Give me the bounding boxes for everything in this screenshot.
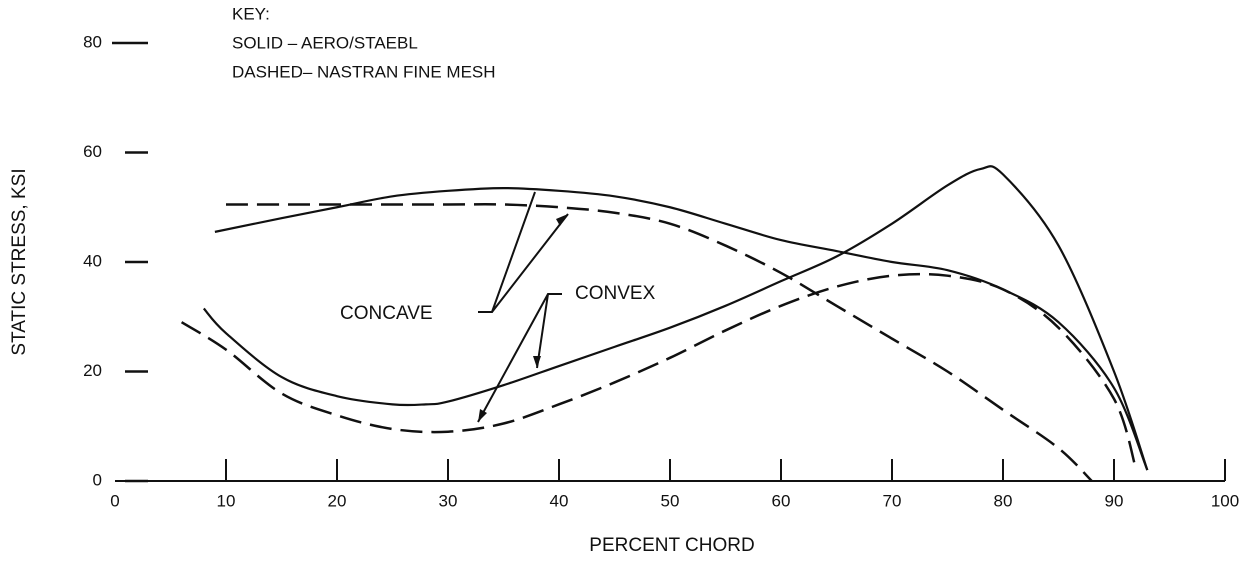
- x-tick-label: 90: [1105, 491, 1124, 510]
- y-tick-label: 0: [93, 470, 102, 489]
- concave-arrows: [478, 191, 569, 313]
- y-tick-label: 80: [83, 32, 102, 51]
- solid-line: [202, 165, 1149, 471]
- x-tick-label: 30: [439, 491, 458, 510]
- key-title: KEY:: [232, 4, 270, 23]
- y-tick-label: 40: [83, 251, 102, 270]
- convex-label: CONVEX: [575, 283, 656, 304]
- x-tick-label: 60: [772, 491, 791, 510]
- x-tick-label: 40: [550, 491, 569, 510]
- y-tick-label: 60: [83, 142, 102, 161]
- arrowheads: [478, 214, 568, 422]
- x-tick-label: 20: [328, 491, 347, 510]
- convex-arrows: [477, 293, 562, 423]
- concave-label: CONCAVE: [340, 303, 433, 324]
- x-axis-label: PERCENT CHORD: [589, 535, 754, 556]
- callouts: [477, 191, 569, 423]
- x-tick-label: 50: [661, 491, 680, 510]
- key-solid: SOLID – AERO/STAEBL: [232, 33, 418, 52]
- y-axis-label: STATIC STRESS, KSI: [9, 168, 30, 355]
- x-tick-label: 0: [110, 491, 119, 510]
- dashed-line: [226, 203, 1093, 482]
- x-tick-label: 80: [994, 491, 1013, 510]
- key-dashed: DASHED– NASTRAN FINE MESH: [232, 62, 496, 81]
- solid-line: [214, 186, 1149, 471]
- x-tick-label: 10: [217, 491, 236, 510]
- dashed-line: [180, 272, 1138, 471]
- x-tick-label: 70: [883, 491, 902, 510]
- x-tick-label: 100: [1211, 491, 1239, 510]
- y-tick-label: 20: [83, 361, 102, 380]
